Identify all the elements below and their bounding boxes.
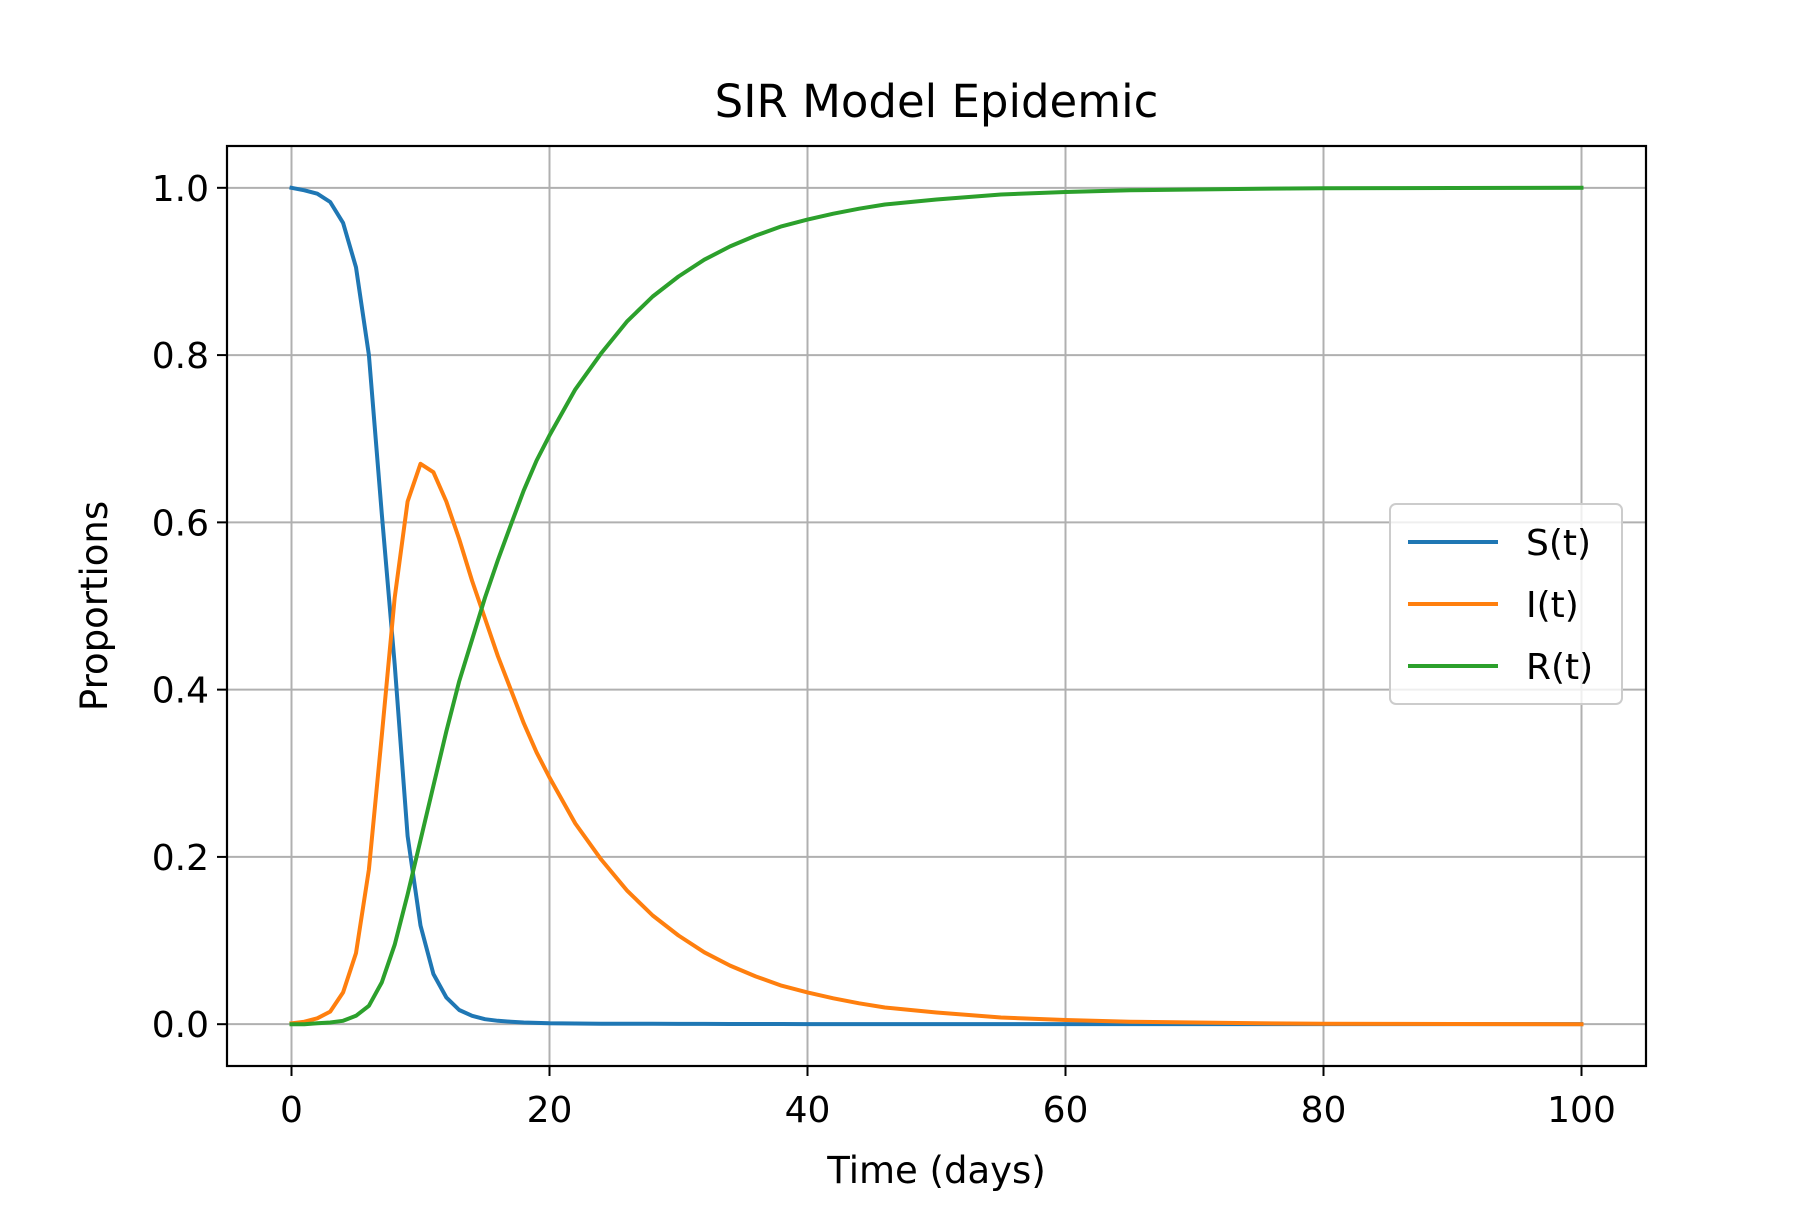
- series-line: [289, 185, 1584, 1027]
- y-tick-label: 0.0: [152, 1005, 209, 1046]
- y-tick-label: 0.8: [152, 336, 209, 377]
- x-tick-label: 100: [1547, 1090, 1616, 1131]
- series-line: [289, 185, 1584, 1027]
- x-tick-label: 80: [1301, 1090, 1347, 1131]
- legend-label: S(t): [1526, 523, 1591, 564]
- y-tick-label: 1.0: [152, 169, 209, 210]
- y-tick-label: 0.4: [152, 671, 209, 712]
- x-tick-label: 60: [1043, 1090, 1089, 1131]
- x-axis-label: Time (days): [826, 1149, 1046, 1192]
- x-tick-label: 40: [785, 1090, 831, 1131]
- legend-label: I(t): [1526, 585, 1579, 626]
- legend: S(t) I(t) R(t): [1389, 503, 1623, 705]
- y-axis-label: Proportions: [73, 501, 116, 711]
- x-tick-label: 20: [527, 1090, 573, 1131]
- series-line: [289, 461, 1584, 1027]
- chart-title: SIR Model Epidemic: [715, 75, 1159, 128]
- series-layer: [289, 185, 1584, 1027]
- legend-box: [1389, 503, 1623, 705]
- y-tick-label: 0.2: [152, 838, 209, 879]
- legend-label: R(t): [1526, 647, 1593, 688]
- y-tick-label: 0.6: [152, 503, 209, 544]
- ticks-layer: 0 20 40 60 80 100 0.0 0.2 0.4 0.6 0.8 1.0: [152, 169, 1616, 1131]
- plot-frame: [225, 144, 1648, 1068]
- x-tick-label: 0: [280, 1090, 303, 1131]
